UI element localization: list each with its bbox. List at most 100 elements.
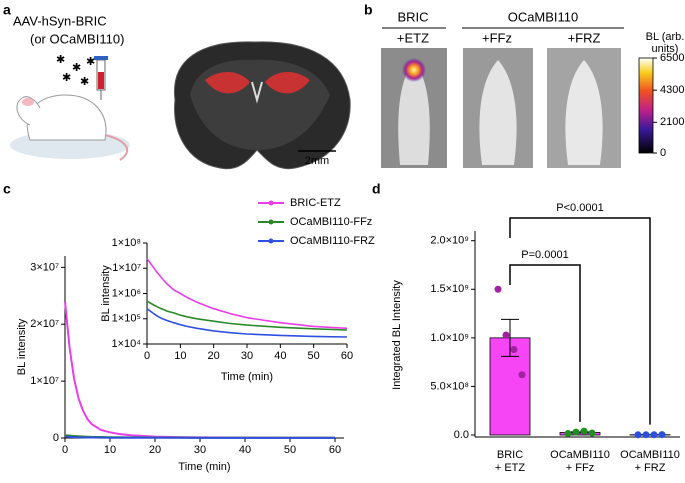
- panel-c: 0 10 20 30 40 50 60 0 1×10⁷ 2×10⁷ 3×10⁷ Time (min) B…: [16, 197, 375, 473]
- y-axis-label: Integrated BL Intensity: [391, 280, 403, 390]
- y-tick-label: 1.5×10⁹: [430, 283, 469, 295]
- x-tick-label: 30: [241, 350, 253, 362]
- series-line: [146, 300, 348, 331]
- y-tick-label: 1×10⁴: [111, 338, 141, 350]
- x-tick-label: 60: [341, 350, 353, 362]
- svg-text:✱: ✱: [56, 54, 65, 66]
- legend-label: BRIC-ETZ: [290, 197, 341, 209]
- mouse-images: [381, 48, 621, 168]
- group-label: OCaMBI110: [508, 9, 579, 24]
- data-point: [642, 431, 650, 439]
- x-tick-label: 10: [104, 444, 116, 456]
- group-label: BRIC: [397, 9, 428, 24]
- svg-text:✱: ✱: [86, 56, 95, 68]
- legend-marker: [268, 219, 274, 225]
- x-tick-label: 40: [239, 444, 251, 456]
- panel-label: d: [372, 181, 381, 197]
- colorbar-tick-label: 43000: [660, 84, 685, 96]
- x-tick-label: 20: [208, 350, 220, 362]
- construct: AAV-hSyn-BRIC: [13, 13, 107, 28]
- condition-label: +ETZ: [397, 30, 429, 45]
- legend-marker: [268, 200, 274, 206]
- data-point: [650, 431, 658, 439]
- colorbar: [638, 57, 654, 154]
- p-value: P<0.0001: [556, 202, 603, 214]
- brain-section: 2mm: [173, 41, 351, 170]
- y-tick-label: 1.0×10⁹: [430, 332, 469, 344]
- series-line: [146, 308, 348, 338]
- data-point: [502, 331, 510, 339]
- y-tick-label: 2.0×10⁹: [430, 235, 469, 247]
- x-tick-label: + FFz: [566, 462, 594, 474]
- data-point: [572, 428, 580, 436]
- series-line: [146, 258, 348, 330]
- significance-bracket: [509, 217, 651, 425]
- x-tick-label: + FRZ: [635, 462, 666, 474]
- rat-illustration: ✱✱✱ ✱✱: [10, 54, 130, 161]
- series-line: [64, 435, 335, 439]
- condition-label: +FFz: [482, 30, 512, 45]
- panel-label: b: [364, 2, 373, 18]
- significance-bracket: [509, 264, 581, 422]
- x-tick-label: 40: [274, 350, 286, 362]
- legend-label: OCaMBI110-FRZ: [290, 235, 375, 247]
- x-tick-label: 60: [329, 444, 341, 456]
- svg-text:✱: ✱: [80, 76, 89, 88]
- y-axis-label: BL intensity: [100, 265, 112, 322]
- data-point: [494, 285, 502, 293]
- panel-label: a: [3, 2, 11, 18]
- y-tick-label: 1×10⁸: [112, 237, 141, 249]
- data-point: [564, 430, 572, 438]
- colorbar-label: units): [652, 43, 679, 55]
- x-tick-label: 0: [144, 350, 150, 362]
- data-point: [588, 429, 596, 437]
- data-point: [580, 427, 588, 435]
- svg-text:✱: ✱: [72, 62, 81, 74]
- legend-label: OCaMBI110-FFz: [290, 216, 372, 228]
- p-value: P=0.0001: [521, 249, 568, 261]
- y-tick-label: 1×10⁶: [112, 287, 141, 299]
- condition-label: +FRZ: [568, 30, 601, 45]
- x-tick-label: 10: [174, 350, 186, 362]
- y-tick-label: 0: [53, 432, 59, 444]
- panel-labels: a b c d: [3, 2, 381, 197]
- y-tick-label: 3×10⁷: [30, 261, 59, 273]
- colorbar-tick-label: 65000: [660, 52, 685, 64]
- x-axis-label: Time (min): [221, 371, 273, 383]
- legend-marker: [268, 238, 274, 244]
- x-tick-label: OCaMBI110: [550, 449, 610, 461]
- panel-a: AAV-hSyn-BRIC (or OCaMBI110) ✱✱✱ ✱✱ 2mm: [10, 13, 351, 170]
- y-tick-label: 1×10⁵: [112, 313, 141, 325]
- x-tick-label: 30: [194, 444, 206, 456]
- data-point: [518, 371, 526, 379]
- panel-b: BRIC OCaMBI110 +ETZ +FFz +FRZ BL (arb. u…: [381, 9, 685, 168]
- y-tick-label: 0.0: [454, 429, 469, 441]
- colorbar-label: BL (arb.: [646, 31, 685, 43]
- x-tick-label: 0: [62, 444, 68, 456]
- x-tick-label: BRIC: [497, 449, 523, 461]
- error-bar: [501, 318, 519, 357]
- x-axis-label: Time (min): [178, 461, 230, 473]
- x-tick-label: 20: [149, 444, 161, 456]
- scale-bar-label: 2mm: [305, 155, 329, 167]
- x-tick-label: 50: [308, 350, 320, 362]
- x-tick-label: 50: [284, 444, 296, 456]
- svg-text:✱: ✱: [62, 72, 71, 84]
- y-axis-label: BL intensity: [16, 318, 28, 375]
- x-tick-label: OCaMBI110: [620, 449, 680, 461]
- data-point: [658, 431, 666, 439]
- y-tick-label: 1×10⁷: [30, 375, 59, 387]
- x-tick-label: + ETZ: [495, 462, 526, 474]
- y-tick-label: 2×10⁷: [30, 318, 59, 330]
- y-tick-label: 5.0×10⁸: [430, 380, 469, 392]
- construct-alt: (or OCaMBI110): [30, 31, 124, 46]
- panel-label: c: [3, 181, 11, 197]
- y-tick-label: 1×10⁷: [112, 262, 141, 274]
- colorbar-tick-label: 0: [660, 147, 666, 159]
- panel-d: 0.0 5.0×10⁸ 1.0×10⁹ 1.5×10⁹ 2.0×10⁹ Integrate…: [391, 202, 680, 474]
- data-point: [510, 346, 518, 354]
- data-point: [634, 431, 642, 439]
